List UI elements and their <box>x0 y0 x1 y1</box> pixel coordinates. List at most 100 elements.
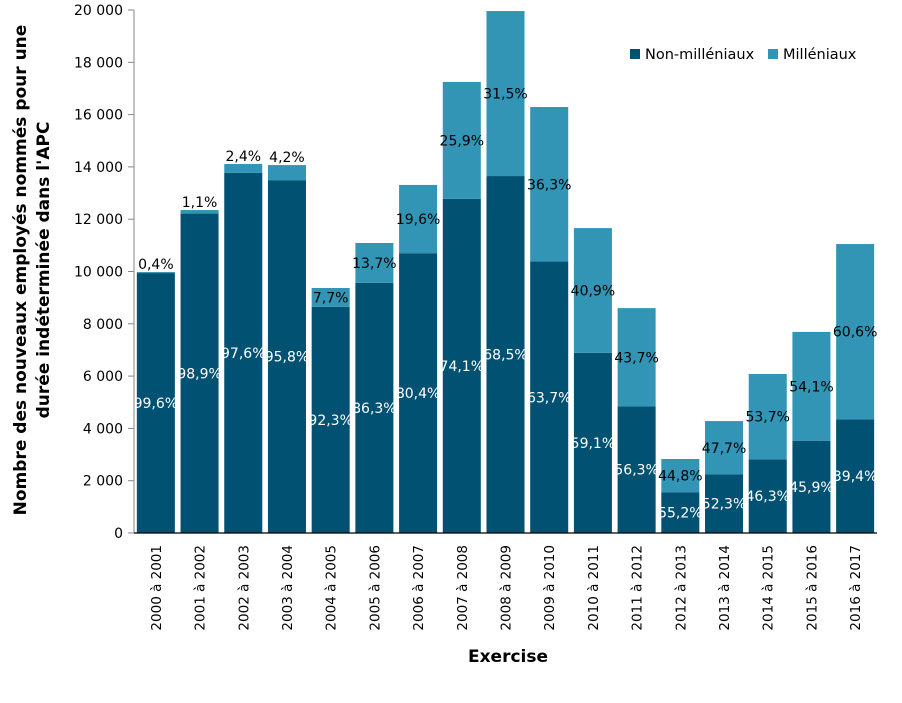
y-tick-label: 4 000 <box>83 421 123 437</box>
legend: Non-milléniaux Milléniaux <box>630 47 857 63</box>
bar-segment-millennials <box>267 165 306 181</box>
segment-labels: 99,6% 0,4% 98,9% 1,1% 97,6% 2,4% 95,8% 4,2% 92,3… <box>134 87 878 522</box>
legend-swatch <box>768 49 778 59</box>
x-tick-label: 2013 à 2014 <box>717 545 733 631</box>
bar-segment-millennials <box>486 11 525 177</box>
x-tick-label: 2007 à 2008 <box>455 545 471 631</box>
x-tick-label: 2009 à 2010 <box>542 545 558 631</box>
data-label-millennials: 43,7% <box>614 350 658 366</box>
x-tick-label: 2016 à 2017 <box>848 545 864 631</box>
bar-segment-millennials <box>180 210 219 214</box>
y-tick-label: 12 000 <box>74 212 123 228</box>
data-label-non-millennials: 45,9% <box>789 480 833 496</box>
data-label-non-millennials: 74,1% <box>440 359 484 375</box>
data-label-non-millennials: 95,8% <box>265 350 309 366</box>
bar-segment-non-millennials <box>311 306 350 533</box>
y-axis-title-line-2: durée indéterminée dans l'APC <box>34 122 54 419</box>
x-tick-label: 2011 à 2012 <box>630 545 646 631</box>
x-tick-label: 2002 à 2003 <box>236 545 252 631</box>
bar-segment-non-millennials <box>355 282 394 533</box>
bar-segment-millennials <box>792 331 831 441</box>
data-label-millennials: 36,3% <box>527 177 571 193</box>
data-label-non-millennials: 99,6% <box>134 396 178 412</box>
bar-segment-non-millennials <box>792 440 831 533</box>
data-label-non-millennials: 86,3% <box>352 401 396 417</box>
data-label-non-millennials: 56,3% <box>614 463 658 479</box>
legend-item: Non-milléniaux <box>630 47 755 63</box>
bar-segment-millennials <box>530 107 569 262</box>
data-label-millennials: 60,6% <box>833 325 877 341</box>
y-tick-label: 18 000 <box>74 55 123 71</box>
bar-segment-millennials <box>705 421 744 475</box>
data-label-non-millennials: 63,7% <box>527 390 571 406</box>
data-label-millennials: 2,4% <box>225 149 261 165</box>
bar-segment-non-millennials <box>661 492 700 533</box>
y-tick-label: 14 000 <box>74 160 123 176</box>
x-tick-label: 2004 à 2005 <box>324 545 340 631</box>
y-tick-label: 20 000 <box>74 3 123 19</box>
bar-segment-non-millennials <box>836 419 875 533</box>
legend-label: Milléniaux <box>783 47 857 63</box>
bar-segment-non-millennials <box>486 176 525 534</box>
bar-segment-millennials <box>573 228 612 353</box>
data-label-non-millennials: 68,5% <box>483 348 527 364</box>
x-tick-label: 2005 à 2006 <box>367 545 383 631</box>
x-tick-label: 2003 à 2004 <box>280 545 296 631</box>
y-axis-title-line-1: Nombre des nouveaux employés nommés pour… <box>11 25 31 516</box>
bar-segment-non-millennials <box>442 198 481 534</box>
data-label-millennials: 0,4% <box>138 257 174 273</box>
data-label-millennials: 31,5% <box>483 87 527 103</box>
data-label-millennials: 25,9% <box>440 133 484 149</box>
x-tick-label: 2014 à 2015 <box>761 545 777 631</box>
bar-segment-non-millennials <box>399 253 438 533</box>
bar-segment-millennials <box>311 287 350 307</box>
legend-item: Milléniaux <box>768 47 857 63</box>
x-axis: 2000 à 2001 2001 à 2002 2002 à 2003 2003 à … <box>134 532 877 631</box>
x-tick-label: 2008 à 2009 <box>499 545 515 631</box>
y-tick-label: 10 000 <box>74 265 123 281</box>
y-axis-title: Nombre des nouveaux employés nommés pour… <box>11 25 54 516</box>
y-tick-label: 0 <box>114 526 123 542</box>
y-axis: 0 2 000 4 000 6 000 8 000 10 000 12 000 14 000 1… <box>74 3 135 542</box>
bar-segment-non-millennials <box>267 180 306 534</box>
x-axis-title: Exercise <box>468 647 548 667</box>
bar-segment-non-millennials <box>224 172 263 534</box>
data-label-millennials: 47,7% <box>702 441 746 457</box>
bar-segment-non-millennials <box>530 261 569 533</box>
data-label-millennials: 40,9% <box>571 283 615 299</box>
data-label-non-millennials: 80,4% <box>396 386 440 402</box>
bar-segment-millennials <box>224 164 263 173</box>
bar-segment-non-millennials <box>180 213 219 533</box>
bar-segment-millennials <box>836 244 875 420</box>
bar-segment-millennials <box>617 308 656 407</box>
data-label-non-millennials: 52,3% <box>702 497 746 513</box>
data-label-millennials: 19,6% <box>396 212 440 228</box>
data-label-millennials: 54,1% <box>789 379 833 395</box>
bar-segment-millennials <box>355 242 394 283</box>
x-tick-label: 2006 à 2007 <box>411 545 427 631</box>
bar-segment-non-millennials <box>705 474 744 533</box>
bar-segment-millennials <box>748 374 787 460</box>
y-tick-label: 8 000 <box>83 317 123 333</box>
x-tick-label: 2000 à 2001 <box>149 545 165 631</box>
data-label-non-millennials: 39,4% <box>833 469 877 485</box>
bars <box>136 11 875 534</box>
data-label-non-millennials: 92,3% <box>308 413 352 429</box>
data-label-non-millennials: 59,1% <box>571 436 615 452</box>
data-label-non-millennials: 46,3% <box>745 489 789 505</box>
data-label-millennials: 44,8% <box>658 469 702 485</box>
data-label-millennials: 53,7% <box>745 410 789 426</box>
bar-segment-millennials <box>661 458 700 493</box>
bar-segment-millennials <box>136 272 175 274</box>
bar-segment-non-millennials <box>136 273 175 533</box>
x-tick-label: 2015 à 2016 <box>804 545 820 631</box>
data-label-non-millennials: 55,2% <box>658 506 702 522</box>
data-label-millennials: 1,1% <box>182 195 218 211</box>
legend-label: Non-milléniaux <box>645 47 755 63</box>
y-tick-label: 16 000 <box>74 108 123 124</box>
x-tick-label: 2012 à 2013 <box>673 545 689 631</box>
legend-swatch <box>630 49 640 59</box>
data-label-non-millennials: 98,9% <box>177 366 221 382</box>
x-tick-label: 2001 à 2002 <box>193 545 209 631</box>
